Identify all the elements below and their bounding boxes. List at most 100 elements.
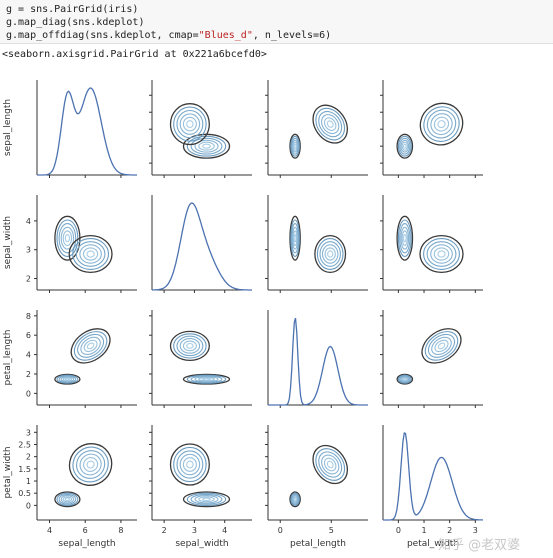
kde-contour <box>430 113 453 136</box>
panel-petal_width-vs-petal_length: 0 5 petal_length <box>265 425 368 549</box>
kde-contour <box>182 491 231 508</box>
kde-contour <box>182 457 197 472</box>
kde-contour <box>318 451 343 478</box>
panel-sepal_length-vs-petal_length <box>265 80 368 178</box>
kde-contour <box>182 373 231 385</box>
kde-contour <box>402 143 407 149</box>
kde-contour <box>401 377 408 382</box>
kde-contour <box>314 234 347 274</box>
pairgrid-figure: sepal_length 2 3 4 sepal_width 0 2 4 6 8 petal_len… <box>3 80 484 549</box>
kde-contour <box>179 338 201 354</box>
x-axis-label-petal_length: petal_length <box>290 539 346 549</box>
y-tick-label: 2 <box>26 274 31 283</box>
kde-contour <box>182 116 197 132</box>
kde-contour <box>54 373 81 385</box>
kde-contour <box>62 377 73 382</box>
kde-contour <box>419 102 464 146</box>
kde-contour <box>179 453 201 476</box>
kde-contour <box>291 226 299 250</box>
x-axis-label-petal_width: petal_width <box>407 539 459 549</box>
kde-contour <box>402 377 407 381</box>
kde-contour <box>82 247 99 261</box>
y-tick-label: 1.5 <box>18 465 31 474</box>
kde-contour <box>397 135 412 157</box>
kde-curve-petal_length <box>268 317 368 406</box>
kde-contour <box>72 238 110 270</box>
kde-contour <box>426 109 457 139</box>
kde-contour <box>198 496 215 503</box>
kde-contour <box>202 497 211 502</box>
x-tick-label: 5 <box>329 526 334 535</box>
kde-contour <box>431 336 452 356</box>
kde-contour <box>58 493 77 505</box>
kde-contour <box>77 333 105 358</box>
kde-contour <box>290 219 300 257</box>
kde-contour <box>62 496 73 503</box>
kde-contour <box>179 113 201 135</box>
kde-contour <box>60 226 75 250</box>
y-tick-label: 2 <box>26 370 31 379</box>
kde-contour <box>83 339 98 353</box>
panel-petal_width-vs-petal_width: 0 1 2 3 petal_width <box>382 425 484 549</box>
kde-contour <box>176 450 204 479</box>
code-line-1: g = sns.PairGrid(iris) <box>6 4 139 15</box>
kde-contour <box>79 453 102 476</box>
kde-contour <box>397 374 412 384</box>
kde-contour <box>72 446 109 483</box>
panel-sepal_length-vs-sepal_width <box>149 80 252 178</box>
kde-contour <box>315 448 346 481</box>
kde-contour <box>198 377 215 382</box>
kde-contour <box>194 376 219 383</box>
kde-contour <box>312 104 348 144</box>
y-tick-label: 6 <box>26 331 31 340</box>
x-tick-label: 1 <box>421 526 426 535</box>
kde-contour <box>419 234 464 274</box>
kde-contour <box>176 335 204 357</box>
kde-contour <box>86 342 95 350</box>
kde-curve-petal_width <box>383 432 484 521</box>
panel-petal_length-vs-petal_width <box>380 310 483 408</box>
x-tick-label: 6 <box>83 526 88 535</box>
kde-contour <box>86 460 95 469</box>
kde-contour <box>292 141 298 151</box>
kde-contour <box>400 376 410 383</box>
kde-contour <box>289 215 301 261</box>
kde-contour <box>316 238 344 270</box>
kde-contour <box>315 107 346 141</box>
kde-contour <box>190 137 223 155</box>
code-line-3-string: "Blues_d" <box>198 30 253 41</box>
x-tick-label: 3 <box>192 526 197 535</box>
kde-contour <box>73 331 108 361</box>
kde-contour <box>292 230 298 247</box>
kde-contour <box>396 215 414 261</box>
y-tick-label: 0 <box>26 389 31 398</box>
kde-contour <box>186 120 194 129</box>
kde-contour <box>421 328 462 364</box>
kde-contour <box>64 234 71 243</box>
y-tick-label: 3 <box>26 246 31 255</box>
y-axis-label-sepal_width: sepal_width <box>3 216 13 269</box>
panel-sepal_width-vs-petal_width <box>380 195 483 293</box>
code-line-2: g.map_diag(sns.kdeplot) <box>6 17 145 28</box>
y-tick-label: 4 <box>26 351 31 360</box>
kde-contour <box>194 139 219 153</box>
kde-contour <box>400 226 410 250</box>
kde-contour <box>56 492 79 506</box>
kde-contour <box>68 234 113 274</box>
panel-sepal_width-vs-petal_length <box>265 195 368 293</box>
kde-contour <box>290 492 300 506</box>
kde-contour <box>70 328 111 364</box>
kde-curve-sepal_length <box>37 87 137 176</box>
kde-contour <box>434 339 449 353</box>
kde-contour <box>173 333 207 359</box>
x-tick-label: 3 <box>473 526 478 535</box>
kde-contour <box>396 373 414 385</box>
kde-contour <box>396 133 414 159</box>
code-cell[interactable]: g = sns.PairGrid(iris) g.map_diag(sns.kd… <box>0 0 553 44</box>
kde-contour <box>326 120 334 128</box>
y-tick-label: 4 <box>26 217 31 226</box>
panel-petal_width-vs-sepal_width: 2 3 4 sepal_width <box>149 425 252 549</box>
kde-contour <box>318 110 343 138</box>
kde-contour <box>321 454 340 475</box>
kde-contour <box>60 376 75 383</box>
